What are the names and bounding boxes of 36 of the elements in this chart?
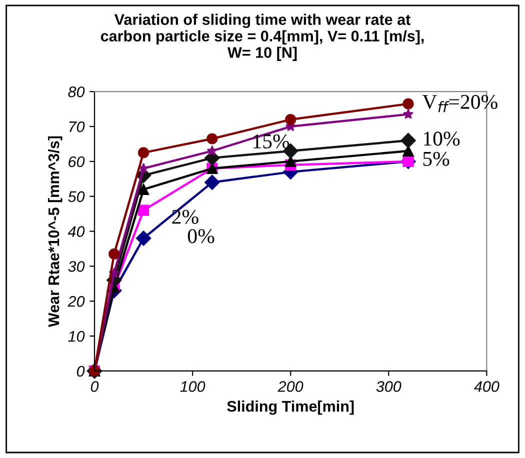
annotation: 5% (423, 152, 450, 166)
y-tick-label: 0 (76, 366, 85, 377)
point (400, 132, 416, 148)
x-tick-label: 0 (90, 381, 99, 392)
y-tick-label: 10 (68, 330, 85, 342)
y-tick-label: 30 (68, 261, 85, 272)
point (138, 204, 150, 216)
x-tick-label: 300 (376, 381, 402, 392)
chart-title: Variation of sliding time with wear rate at carbon particle size = 0.4[mm], V= 0.11 [m/s], W= 10 [N] (100, 14, 424, 61)
y-tick-label: 40 (68, 226, 85, 237)
x-tick-label: 200 (278, 381, 304, 392)
x-axis-title: Sliding Time[min] (227, 400, 354, 415)
x-tick-label: 100 (180, 381, 206, 392)
point (138, 147, 150, 158)
point (136, 230, 152, 246)
y-tick-label: 70 (69, 121, 85, 132)
annotation: 15% (254, 134, 290, 148)
y-tick-label: 80 (68, 86, 85, 98)
point (206, 145, 218, 156)
y-tick-label: 20 (68, 296, 85, 307)
annotation: V$_{ff}$=20% (422, 94, 498, 112)
point (285, 114, 296, 126)
y-tick-label: 60 (68, 156, 85, 168)
point (108, 248, 120, 260)
y-axis-title: Wear Rtae*10^-5 [mm^3/s] (48, 136, 62, 328)
y-tick-label: 50 (68, 191, 85, 202)
annotation: 2% (172, 210, 198, 224)
point (204, 174, 220, 190)
point (402, 98, 414, 110)
annotation: 10% (424, 132, 460, 146)
x-tick-label: 400 (474, 381, 500, 392)
point (402, 156, 414, 167)
annotation: 0% (188, 229, 214, 244)
point (206, 133, 218, 144)
point (402, 108, 414, 119)
point (138, 184, 150, 195)
